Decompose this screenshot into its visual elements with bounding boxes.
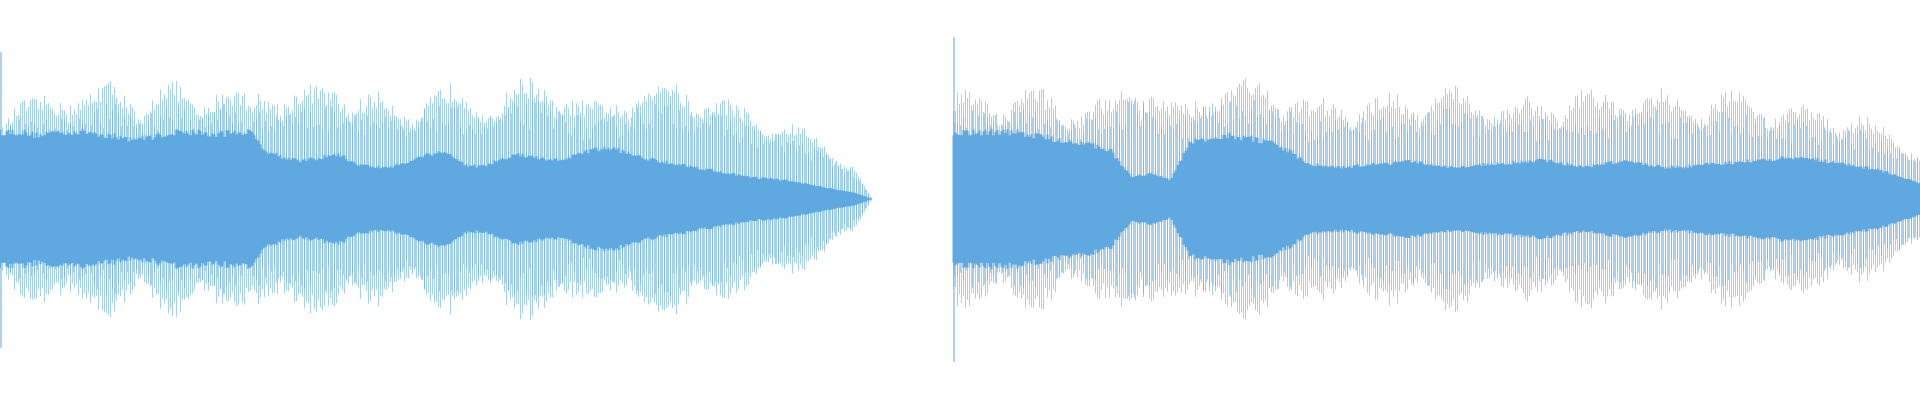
clip-2-body bbox=[952, 128, 1920, 270]
audio-clip-1-waveform[interactable] bbox=[0, 52, 872, 348]
audio-clip-2-waveform[interactable] bbox=[952, 37, 1920, 362]
